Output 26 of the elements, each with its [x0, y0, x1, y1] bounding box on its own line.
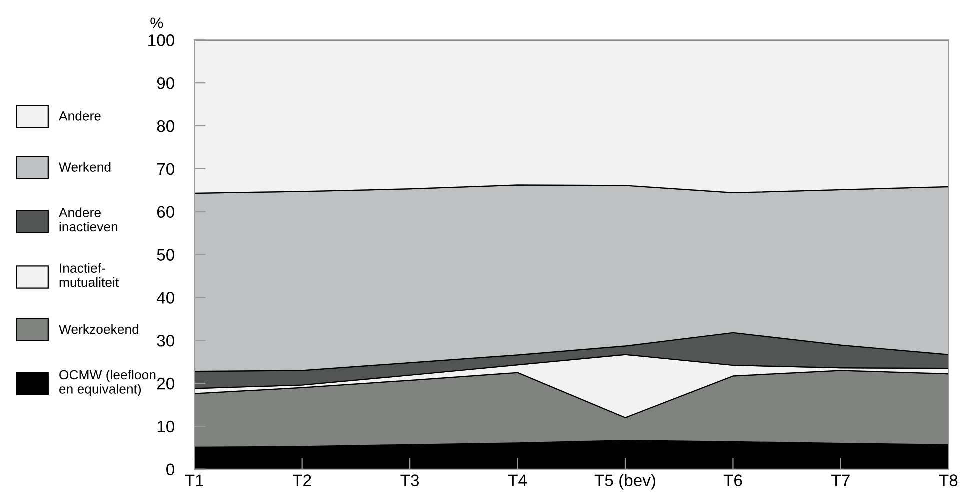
legend-label: Andere inactieven: [58, 208, 118, 232]
y-tick-label: 0: [166, 464, 175, 476]
y-tick-label: 50: [157, 249, 175, 261]
legend-label: Werkend: [59, 162, 111, 172]
y-tick-label: 40: [157, 292, 175, 304]
legend-label: OCMW (leefloon en equivalent): [60, 370, 156, 396]
x-tick-label: T1: [185, 474, 204, 486]
y-tick-label: 100: [148, 34, 175, 46]
y-tick-label: 60: [157, 206, 175, 218]
y-tick-label: 20: [157, 378, 175, 390]
x-tick-label: T6: [724, 474, 742, 486]
x-tick-label: T7: [832, 474, 850, 486]
y-axis-title: %: [150, 18, 164, 28]
x-tick-label: T8: [939, 474, 958, 486]
x-tick-label: T2: [292, 474, 312, 486]
y-tick-label: 90: [157, 77, 175, 90]
legend-label: Inactief- mutualiteit: [60, 263, 119, 288]
x-tick-label: T3: [400, 474, 420, 486]
legend-label: Andere: [58, 111, 101, 121]
y-tick-label: 70: [157, 163, 175, 176]
y-tick-label: 80: [157, 120, 175, 132]
y-tick-label: 10: [158, 420, 175, 433]
x-tick-label: T4: [508, 474, 528, 486]
legend-label: Werkzoekend: [59, 324, 139, 334]
y-tick-label: 30: [157, 335, 175, 347]
x-tick-label: T5 (bev): [594, 474, 656, 490]
